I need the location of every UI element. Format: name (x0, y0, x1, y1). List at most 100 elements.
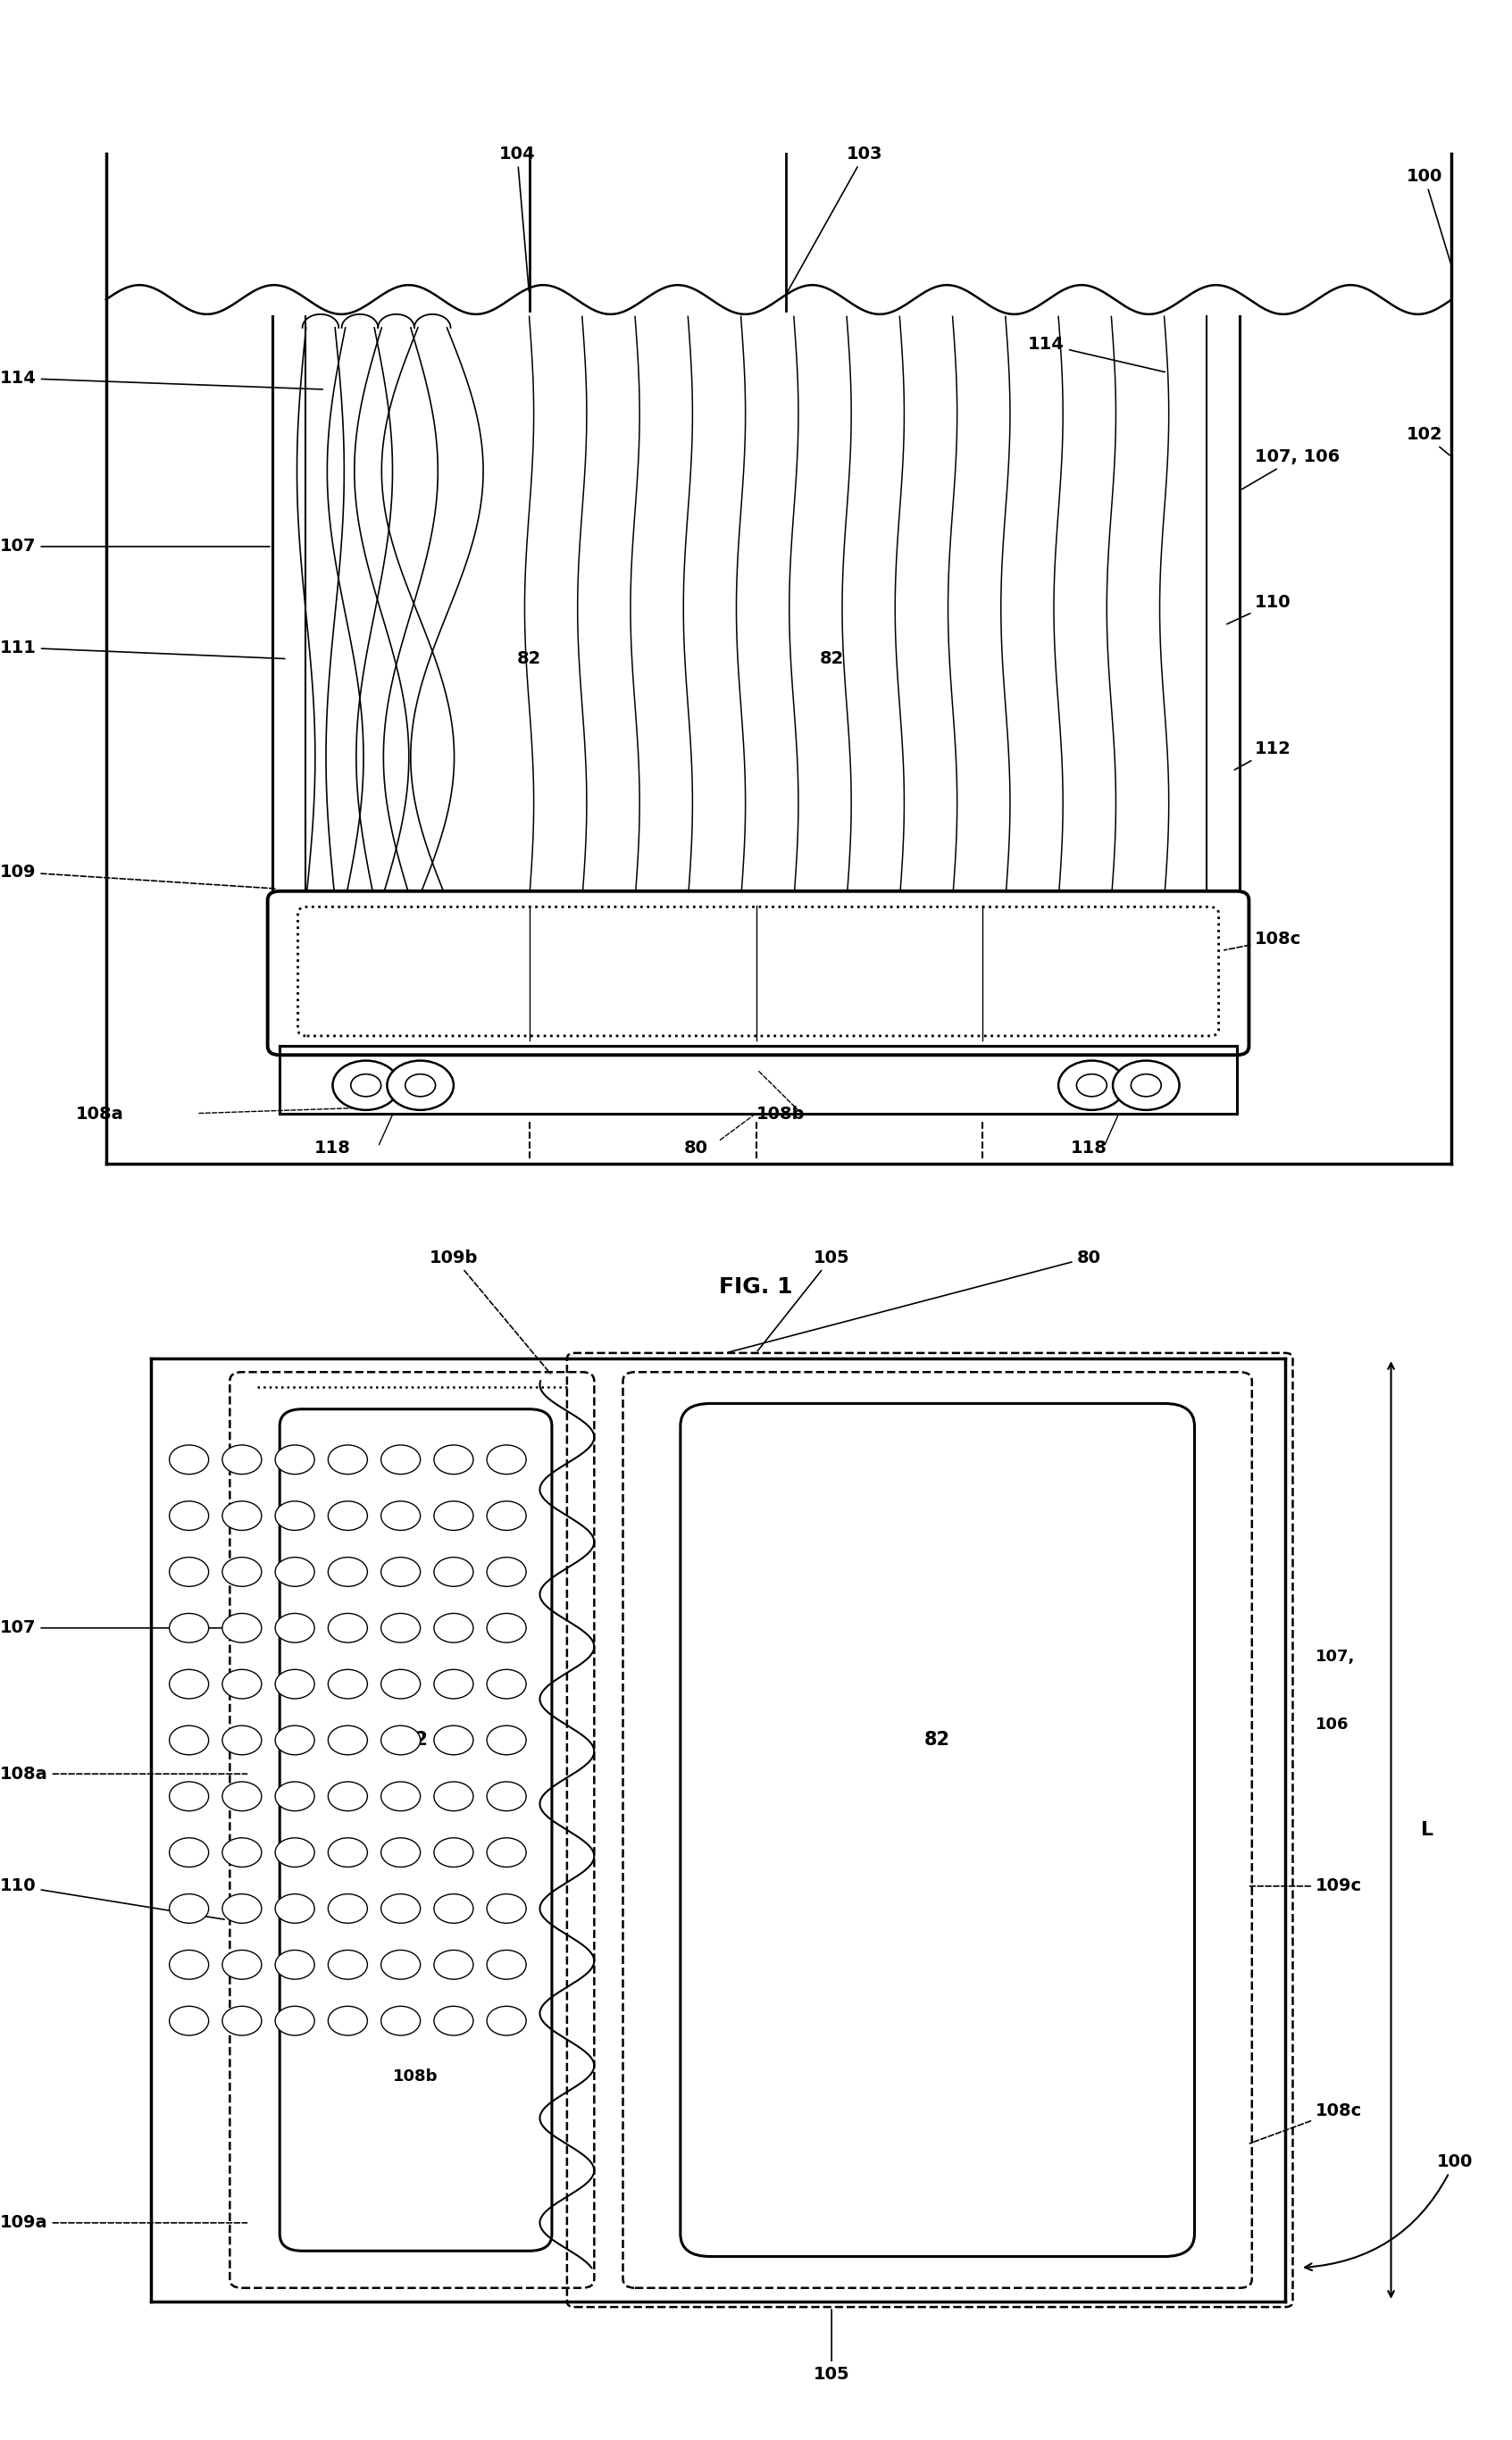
Text: 100: 100 (1305, 2155, 1473, 2269)
Text: 109b: 109b (429, 1249, 550, 1374)
Circle shape (275, 1893, 314, 1923)
Circle shape (222, 2006, 262, 2035)
Text: FIG. 1: FIG. 1 (720, 1276, 792, 1298)
Circle shape (381, 1444, 420, 1474)
Circle shape (328, 1893, 367, 1923)
Circle shape (381, 1557, 420, 1586)
Circle shape (275, 1950, 314, 1979)
Circle shape (328, 1781, 367, 1810)
Text: 110: 110 (1226, 595, 1291, 625)
Circle shape (328, 1501, 367, 1530)
Circle shape (328, 1669, 367, 1698)
Circle shape (487, 1613, 526, 1642)
Circle shape (169, 1950, 209, 1979)
Circle shape (434, 1444, 473, 1474)
Circle shape (1131, 1074, 1161, 1096)
Circle shape (381, 1781, 420, 1810)
Text: 107: 107 (0, 539, 269, 554)
Circle shape (275, 1444, 314, 1474)
Circle shape (328, 1725, 367, 1754)
Circle shape (487, 1501, 526, 1530)
Circle shape (222, 1950, 262, 1979)
Text: 82: 82 (402, 1732, 429, 1749)
Circle shape (487, 1725, 526, 1754)
Circle shape (169, 1444, 209, 1474)
Circle shape (275, 2006, 314, 2035)
Circle shape (381, 1893, 420, 1923)
Circle shape (222, 1725, 262, 1754)
Circle shape (434, 1501, 473, 1530)
Circle shape (275, 1781, 314, 1810)
Circle shape (222, 1444, 262, 1474)
Circle shape (328, 2006, 367, 2035)
Circle shape (381, 1725, 420, 1754)
Circle shape (434, 1669, 473, 1698)
Circle shape (381, 2006, 420, 2035)
Circle shape (328, 1613, 367, 1642)
Circle shape (169, 1781, 209, 1810)
Circle shape (328, 1557, 367, 1586)
Circle shape (169, 1613, 209, 1642)
Text: 111: 111 (0, 639, 284, 659)
Text: 108a: 108a (76, 1105, 124, 1122)
Text: 114: 114 (0, 371, 322, 390)
Circle shape (434, 1781, 473, 1810)
Text: 110: 110 (0, 1879, 224, 1920)
Circle shape (169, 1669, 209, 1698)
Circle shape (487, 1781, 526, 1810)
Text: 104: 104 (499, 146, 535, 290)
Text: 103: 103 (788, 146, 883, 293)
Text: 106: 106 (1315, 1715, 1349, 1732)
Text: 82: 82 (517, 651, 541, 666)
Circle shape (275, 1725, 314, 1754)
Circle shape (222, 1781, 262, 1810)
Circle shape (381, 1837, 420, 1867)
Circle shape (328, 1444, 367, 1474)
Text: 105: 105 (758, 1249, 850, 1352)
Text: 107, 106: 107, 106 (1241, 449, 1340, 488)
Text: 114: 114 (1028, 337, 1164, 371)
Circle shape (434, 1725, 473, 1754)
Circle shape (1077, 1074, 1107, 1096)
Text: 80: 80 (729, 1249, 1101, 1352)
Circle shape (275, 1669, 314, 1698)
Text: 118: 118 (1070, 1139, 1107, 1157)
Text: 109: 109 (0, 864, 277, 888)
Text: 109a: 109a (0, 2216, 246, 2230)
Text: 107,: 107, (1315, 1649, 1355, 1664)
Circle shape (169, 1557, 209, 1586)
Circle shape (333, 1061, 399, 1110)
FancyBboxPatch shape (680, 1403, 1194, 2257)
FancyBboxPatch shape (280, 1408, 552, 2250)
Circle shape (381, 1669, 420, 1698)
Circle shape (434, 1837, 473, 1867)
Circle shape (275, 1501, 314, 1530)
FancyBboxPatch shape (268, 891, 1249, 1054)
Circle shape (275, 1837, 314, 1867)
Circle shape (275, 1613, 314, 1642)
Text: 108c: 108c (1225, 932, 1302, 949)
Circle shape (434, 2006, 473, 2035)
Text: 108b: 108b (393, 2069, 438, 2084)
Circle shape (1113, 1061, 1179, 1110)
Circle shape (381, 1613, 420, 1642)
Circle shape (387, 1061, 454, 1110)
Circle shape (328, 1837, 367, 1867)
Circle shape (487, 1893, 526, 1923)
Circle shape (169, 1893, 209, 1923)
Circle shape (434, 1950, 473, 1979)
Circle shape (487, 1837, 526, 1867)
Circle shape (487, 2006, 526, 2035)
Text: 82: 82 (820, 651, 844, 666)
Circle shape (405, 1074, 435, 1096)
Text: 82: 82 (924, 1732, 951, 1749)
Text: 109c: 109c (1250, 1879, 1362, 1893)
Text: 118: 118 (314, 1139, 351, 1157)
Text: 102: 102 (1406, 427, 1450, 456)
Circle shape (487, 1444, 526, 1474)
Text: 100: 100 (1406, 168, 1452, 264)
Circle shape (487, 1669, 526, 1698)
Circle shape (169, 1501, 209, 1530)
Text: 105: 105 (813, 2311, 850, 2384)
Circle shape (222, 1669, 262, 1698)
